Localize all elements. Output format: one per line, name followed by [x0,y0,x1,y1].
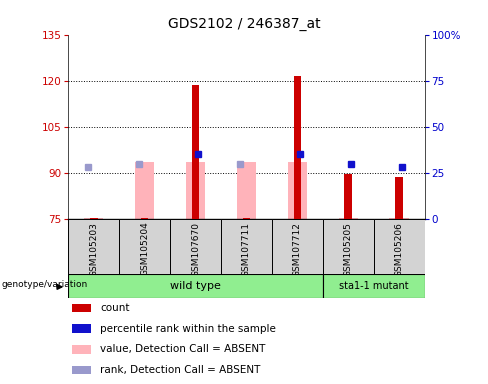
Bar [323,219,374,275]
Bar [84,218,103,219]
Bar [141,218,148,219]
Bar [374,219,425,275]
Text: GSM107712: GSM107712 [293,222,302,276]
Text: GSM105206: GSM105206 [395,222,404,276]
Bar [72,304,91,312]
Bar [345,174,352,219]
Text: GSM105204: GSM105204 [140,222,149,276]
Bar [237,162,256,219]
Bar [68,274,323,298]
Bar [339,218,358,219]
Bar [119,219,170,275]
Text: percentile rank within the sample: percentile rank within the sample [101,324,276,334]
Bar [293,76,301,219]
Bar [395,177,403,219]
Text: count: count [101,303,130,313]
Text: genotype/variation: genotype/variation [1,280,88,289]
Bar [72,366,91,374]
Bar [68,219,119,275]
Bar [272,219,323,275]
Bar [389,218,409,219]
Bar [323,274,425,298]
Bar [170,219,221,275]
Bar [192,85,200,219]
Text: rank, Detection Call = ABSENT: rank, Detection Call = ABSENT [101,365,261,375]
Bar [243,218,250,219]
Bar [72,345,91,354]
Text: GDS2102 / 246387_at: GDS2102 / 246387_at [168,17,320,31]
Bar [135,162,154,219]
Text: GSM107670: GSM107670 [191,222,200,276]
Bar [72,324,91,333]
Bar [186,162,205,219]
Bar [90,218,98,219]
Text: GSM105205: GSM105205 [344,222,353,276]
Text: value, Detection Call = ABSENT: value, Detection Call = ABSENT [101,344,266,354]
Bar [221,219,272,275]
Text: GSM105203: GSM105203 [89,222,98,276]
Bar [287,162,307,219]
Text: GSM107711: GSM107711 [242,222,251,276]
Text: wild type: wild type [170,281,221,291]
Text: sta1-1 mutant: sta1-1 mutant [339,281,408,291]
